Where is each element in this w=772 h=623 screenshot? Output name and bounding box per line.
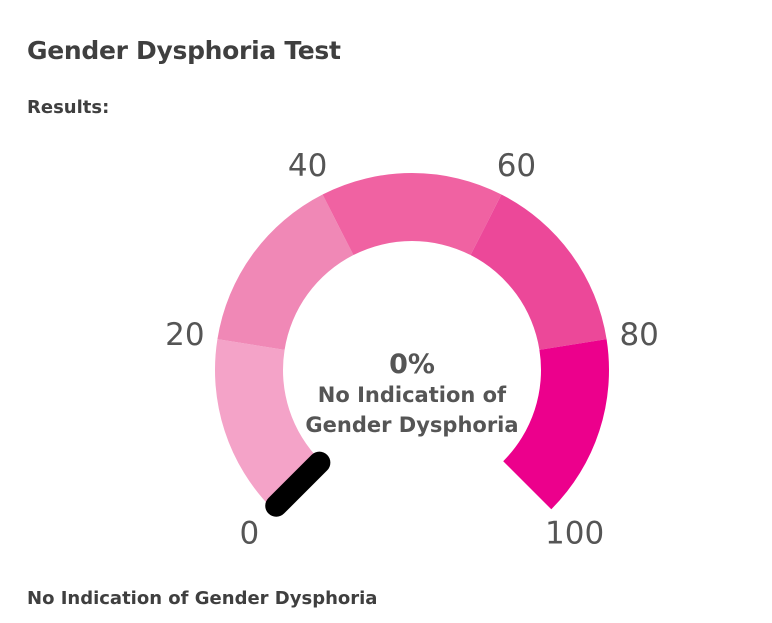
gauge-segment-3 [470,194,607,350]
gauge-tick-label: 100 [545,516,604,552]
gauge-tick-label: 80 [619,317,658,353]
gauge-segment-1 [217,194,354,350]
gauge-segments [215,172,609,510]
gauge-tick-label: 0 [239,516,259,552]
gauge-tick-label: 20 [165,317,204,353]
gauge-segment-4 [503,339,609,510]
gauge-segment-2 [322,172,502,256]
page-title: Gender Dysphoria Test [27,36,341,65]
gauge-ticks: 0 20 40 60 80 100 [165,148,659,552]
gauge-segment-0 [215,339,321,510]
gauge-needle [265,451,331,517]
gauge-label-line2: Gender Dysphoria [305,413,518,437]
gauge-label-line1: No Indication of [318,383,507,407]
result-text: No Indication of Gender Dysphoria [27,588,378,609]
gauge-tick-label: 60 [497,148,536,184]
gauge-value: 0% [389,349,435,380]
gauge-tick-label: 40 [288,148,327,184]
results-label: Results: [27,97,110,118]
